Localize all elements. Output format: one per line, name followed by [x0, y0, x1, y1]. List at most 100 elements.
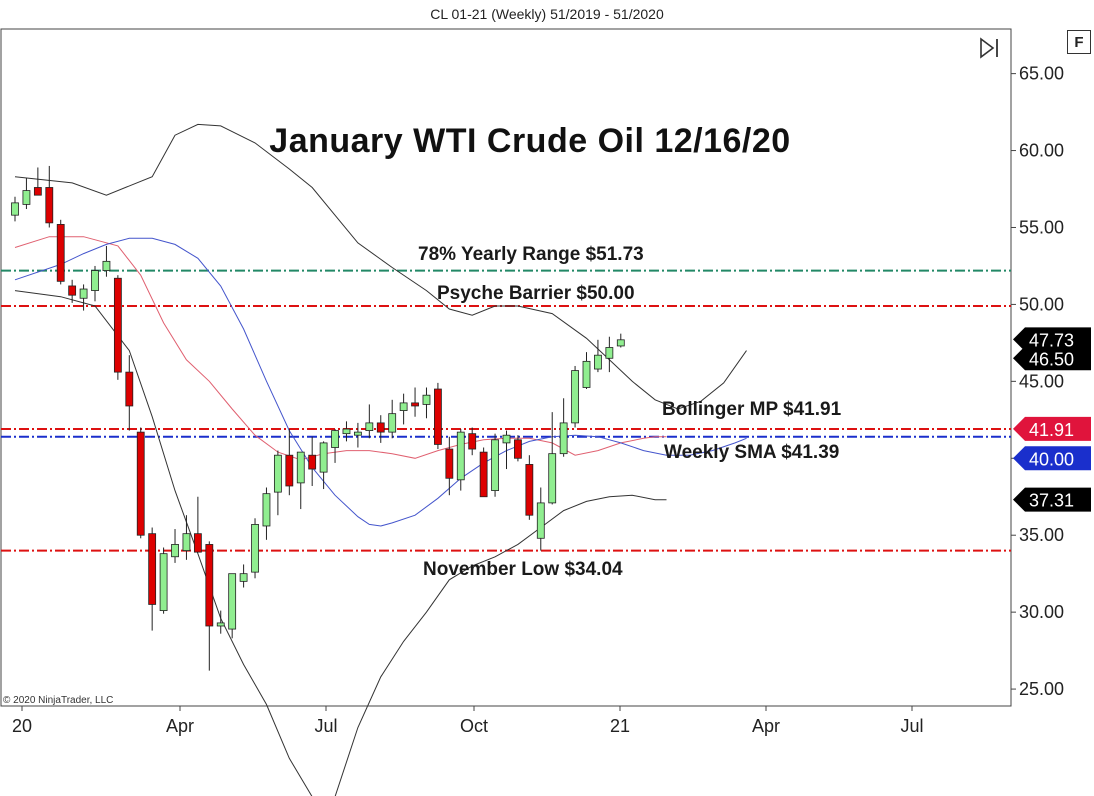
candle-6	[79, 284, 88, 311]
candle-36	[422, 387, 431, 419]
candle-15	[182, 515, 191, 560]
candle-body	[616, 339, 625, 347]
candle-13	[159, 547, 168, 614]
candlesticks	[11, 165, 625, 671]
candle-body	[125, 371, 134, 407]
annotation-psyche-barrier: Psyche Barrier $50.00	[437, 283, 635, 304]
price-label-40.00: 40.00	[1013, 446, 1091, 471]
candle-50	[582, 352, 591, 390]
y-tick-label: 35.00	[1019, 525, 1064, 545]
candle-body	[273, 454, 282, 493]
candle-body	[559, 422, 568, 455]
x-tick-label: 20	[12, 716, 32, 736]
price-label-text: 47.73	[1029, 330, 1074, 350]
price-label-box	[1013, 416, 1091, 441]
candle-14	[171, 529, 179, 563]
y-tick-label: 45.00	[1019, 371, 1064, 391]
candle-32	[376, 415, 385, 443]
bollinger-mid-band	[14, 236, 667, 461]
candle-body	[479, 451, 488, 498]
candle-body	[411, 402, 419, 407]
candle-body	[205, 544, 214, 627]
bollinger-upper-band	[14, 123, 747, 410]
candle-20	[239, 564, 248, 588]
x-tick-label: Apr	[752, 716, 780, 736]
x-tick-label: Jul	[314, 716, 337, 736]
candle-3	[45, 165, 54, 228]
price-label-text: 37.31	[1029, 491, 1074, 511]
y-tick-label: 50.00	[1019, 294, 1064, 314]
candle-body	[262, 493, 271, 527]
price-label-box	[1013, 327, 1091, 352]
candle-body	[456, 431, 465, 481]
candle-body	[228, 573, 237, 630]
copyright-text: © 2020 NinjaTrader, LLC	[3, 695, 114, 706]
candle-body	[285, 454, 294, 487]
horizontal-levels	[1, 269, 1011, 552]
candle-53	[616, 333, 625, 348]
candle-body	[571, 370, 579, 424]
price-label-41.91: 41.91	[1013, 416, 1091, 441]
candle-30	[353, 422, 362, 448]
candle-body	[136, 431, 145, 536]
candle-17	[205, 541, 214, 671]
x-tick-label: Oct	[460, 716, 488, 736]
candle-body	[365, 422, 374, 431]
candle-body	[79, 288, 88, 299]
f-button[interactable]: F	[1067, 30, 1091, 54]
candle-26	[308, 436, 317, 486]
candle-body	[331, 430, 339, 448]
candle-47	[548, 412, 557, 505]
candle-body	[182, 533, 191, 551]
candle-body	[239, 573, 248, 582]
annotation-weekly-sma: Weekly SMA $41.39	[664, 442, 840, 463]
weekly-sma-line	[14, 237, 747, 527]
candle-40	[468, 427, 477, 456]
candle-31	[365, 404, 374, 439]
y-tick-label: 30.00	[1019, 602, 1064, 622]
candle-33	[388, 399, 397, 439]
candle-body	[91, 270, 99, 291]
candle-4	[56, 219, 65, 285]
candle-24	[285, 429, 294, 496]
candle-body	[193, 533, 202, 553]
candle-49	[571, 365, 579, 428]
candle-27	[319, 441, 328, 490]
y-tick-label: 60.00	[1019, 141, 1064, 161]
candle-body	[113, 277, 122, 373]
bollinger-lower-band	[14, 290, 667, 796]
scroll-to-end-icon[interactable]	[978, 36, 1004, 60]
candle-2	[33, 167, 42, 196]
candle-38	[445, 436, 454, 496]
candle-body	[514, 439, 522, 459]
candle-22	[262, 487, 271, 540]
candle-body	[399, 402, 408, 411]
candle-16	[193, 496, 202, 553]
annotation-bollinger-mp: Bollinger MP $41.91	[662, 399, 842, 420]
candle-37	[434, 382, 442, 450]
candle-9	[113, 275, 122, 380]
candle-7	[91, 265, 99, 302]
candle-body	[319, 442, 328, 473]
price-label-box	[1013, 446, 1091, 471]
candle-19	[228, 573, 237, 639]
candle-body	[468, 433, 477, 450]
candle-8	[102, 245, 111, 277]
y-tick-label: 25.00	[1019, 679, 1064, 699]
candle-35	[411, 387, 419, 417]
candle-body	[68, 285, 77, 296]
candle-44	[514, 435, 522, 462]
y-tick-label: 65.00	[1019, 64, 1064, 84]
candle-46	[536, 487, 545, 551]
candle-body	[308, 454, 317, 470]
candle-body	[445, 448, 454, 479]
candle-body	[22, 190, 31, 205]
candle-body	[491, 439, 499, 491]
candle-41	[479, 447, 488, 498]
x-tick-label: Apr	[166, 716, 194, 736]
candle-body	[502, 434, 511, 444]
candle-5	[68, 279, 77, 303]
candle-11	[136, 427, 145, 539]
